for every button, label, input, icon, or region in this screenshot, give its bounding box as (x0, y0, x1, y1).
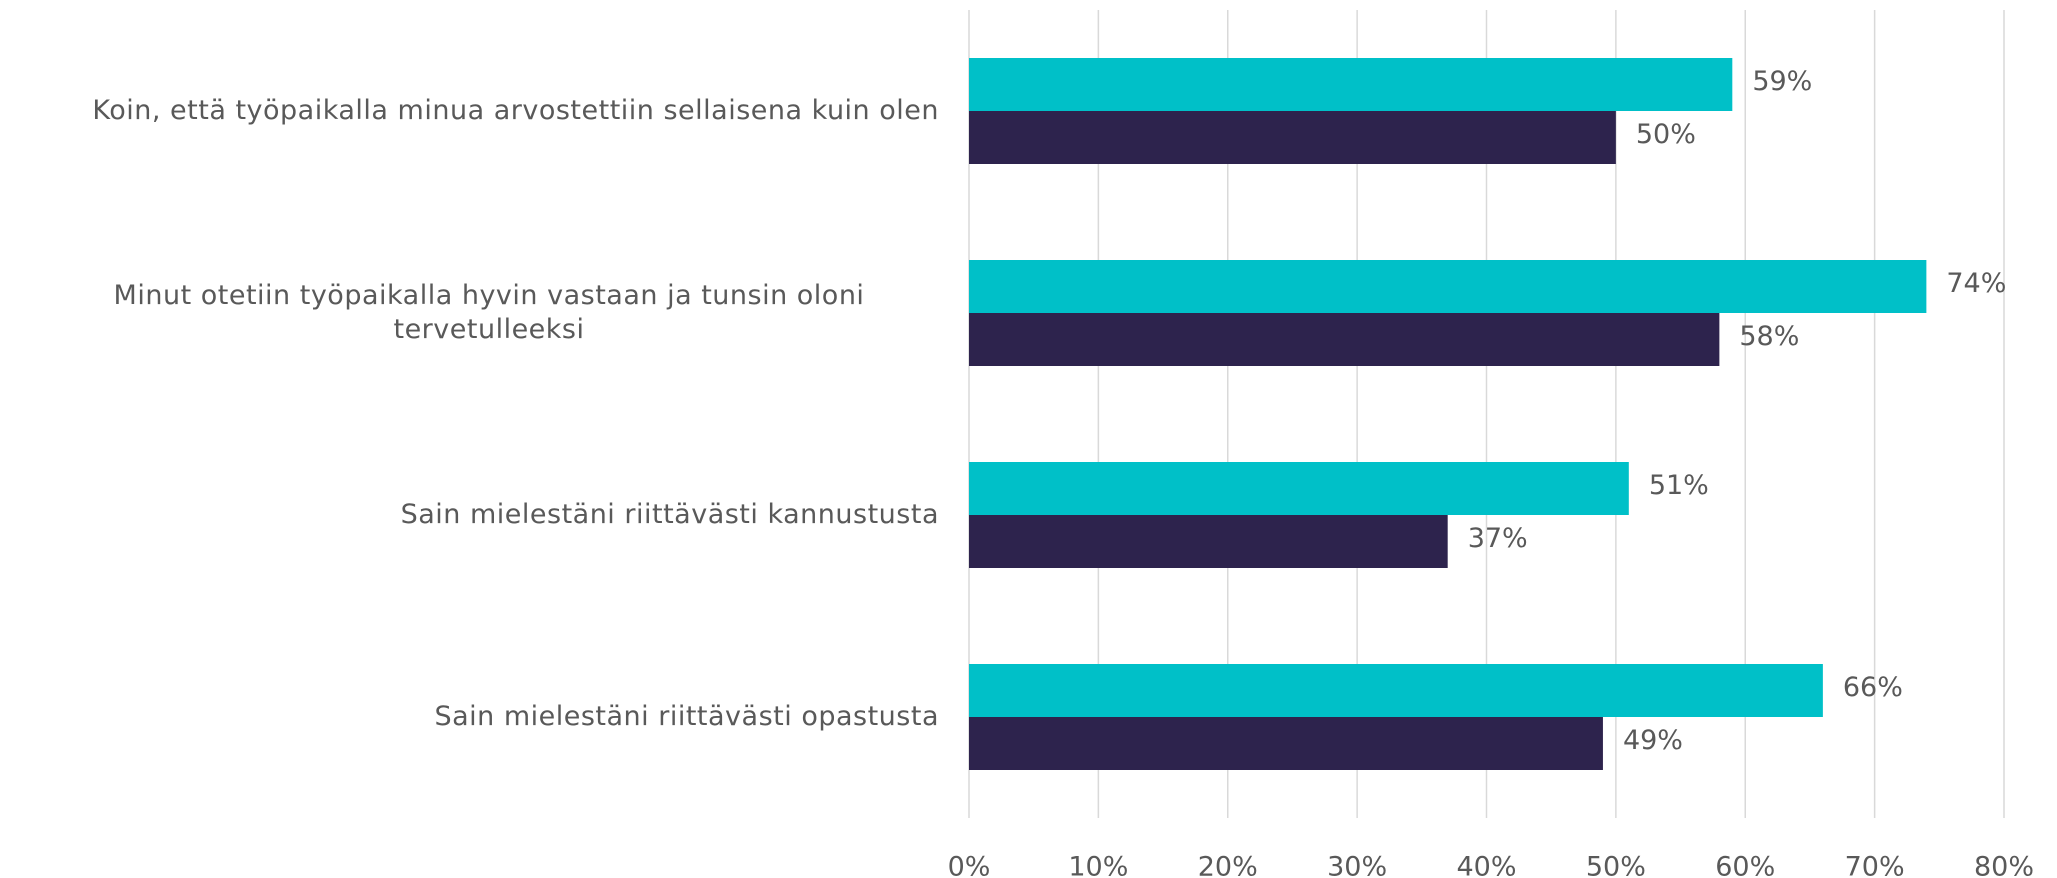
value-label: 66% (1843, 672, 1903, 703)
category-label: Sain mielestäni riittävästi opastusta (434, 701, 939, 732)
category-label: Sain mielestäni riittävästi kannustusta (400, 499, 939, 530)
category-label: Koin, että työpaikalla minua arvostettii… (92, 95, 939, 126)
category-label-row: Minut otetiin työpaikalla hyvin vastaan … (0, 279, 939, 347)
value-label: 51% (1649, 470, 1709, 501)
value-label: 59% (1752, 66, 1812, 97)
bar (969, 260, 1927, 313)
category-label: Minut otetiin työpaikalla hyvin vastaan … (113, 280, 865, 345)
category-label-row: Sain mielestäni riittävästi opastusta (0, 700, 939, 734)
bar (969, 717, 1603, 770)
value-label: 58% (1739, 321, 1799, 352)
x-tick-label: 40% (1456, 852, 1516, 878)
value-label: 50% (1636, 119, 1696, 150)
x-tick-label: 20% (1198, 852, 1258, 878)
bar (969, 58, 1733, 111)
bar (969, 111, 1616, 164)
value-label: 37% (1468, 523, 1528, 554)
x-tick-label: 10% (1068, 852, 1128, 878)
x-tick-label: 30% (1327, 852, 1387, 878)
x-tick-label: 60% (1715, 852, 1775, 878)
x-tick-label: 70% (1845, 852, 1905, 878)
x-tick-label: 50% (1586, 852, 1646, 878)
x-tick-label: 0% (948, 852, 991, 878)
x-tick-label: 80% (1974, 852, 2034, 878)
category-label-row: Sain mielestäni riittävästi kannustusta (0, 498, 939, 532)
bar (969, 515, 1448, 568)
bar (969, 313, 1720, 366)
bar (969, 664, 1823, 717)
value-label: 49% (1623, 725, 1683, 756)
bar (969, 462, 1629, 515)
category-label-row: Koin, että työpaikalla minua arvostettii… (0, 94, 939, 128)
value-label: 74% (1946, 268, 2006, 299)
